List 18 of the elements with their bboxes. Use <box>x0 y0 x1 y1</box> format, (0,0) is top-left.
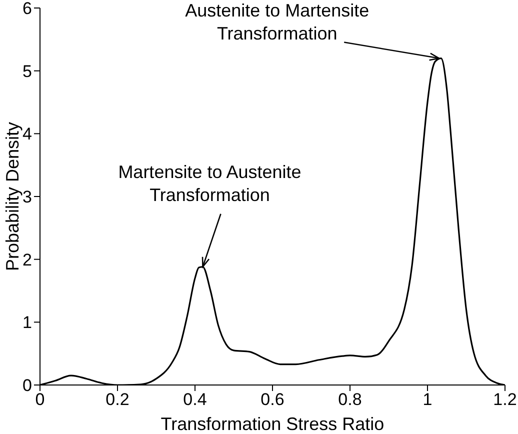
annotation: Austenite to Martensite Transformation <box>185 0 370 44</box>
y-tick-label: 5 <box>22 62 32 81</box>
x-tick-label: 0.6 <box>260 390 284 410</box>
y-tick-label: 0 <box>22 376 32 396</box>
y-axis-title: Probability Density <box>2 122 22 272</box>
x-tick-label: 1.2 <box>493 390 517 410</box>
y-tick-label: 1 <box>22 313 32 332</box>
x-tick-label: 0.4 <box>183 390 207 410</box>
x-tick-label: 1 <box>422 390 432 410</box>
x-tick-label: 0 <box>35 390 45 410</box>
y-tick-label: 4 <box>22 124 32 144</box>
x-tick-label: 0.2 <box>106 390 130 410</box>
y-tick-label: 2 <box>22 250 32 270</box>
y-tick-label: 3 <box>22 188 32 207</box>
x-tick-label: 0.8 <box>338 390 362 410</box>
x-axis-title: Transformation Stress Ratio <box>160 414 384 434</box>
annotation: Martensite to Austenite Transformation <box>118 162 302 205</box>
y-tick-label: 6 <box>22 0 32 18</box>
